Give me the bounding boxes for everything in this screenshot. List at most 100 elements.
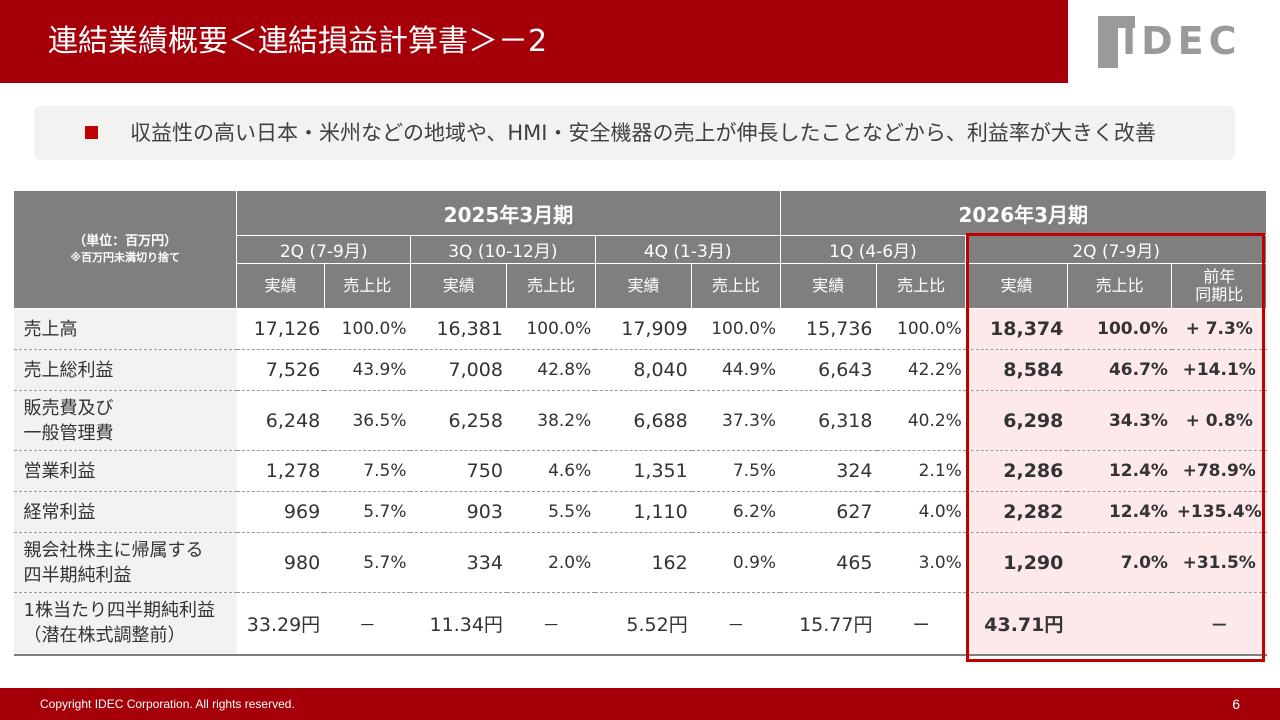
- summary-text: 収益性の高い日本・米州などの地域や、HMI・安全機器の売上が伸長したことなどから…: [130, 121, 1156, 145]
- value-cell: 6,258: [410, 390, 507, 451]
- unit-note: ※百万円未満切り捨て: [70, 250, 181, 264]
- ratio-cell: 43.9%: [324, 349, 411, 391]
- ratio-cell: 4.6%: [506, 450, 596, 492]
- row-label-line1: 親会社株主に帰属する: [23, 539, 204, 561]
- quarter-header: 4Q (1-3月): [594, 235, 781, 264]
- value-cell: 16,381: [410, 308, 507, 350]
- unit-header: （単位：百万円） ※百万円未満切り捨て: [12, 190, 238, 309]
- row-label: 営業利益: [13, 450, 237, 492]
- row-label-line1: 売上総利益: [23, 359, 114, 381]
- quarter-header: 3Q (10-12月): [409, 235, 596, 264]
- ratio-cell: 5.7%: [324, 491, 411, 533]
- ratio-cell: 3.0%: [876, 532, 966, 593]
- ratio-cell: －: [324, 592, 411, 656]
- value-cell: 7,008: [410, 349, 507, 391]
- col-header-yoy: 前年 同期比: [1171, 263, 1267, 309]
- ratio-cell: 40.2%: [876, 390, 966, 451]
- page-number: 6: [1232, 696, 1240, 712]
- yoy-cell: +78.9%: [1171, 450, 1267, 492]
- value-cell: 1,290: [965, 532, 1068, 593]
- yoy-cell: +14.1%: [1171, 349, 1267, 391]
- ratio-cell: 0.9%: [691, 532, 781, 593]
- idec-logo: IDEC: [1098, 16, 1248, 68]
- col-header-ratio: 売上比: [506, 263, 596, 309]
- value-cell: 6,643: [780, 349, 877, 391]
- ratio-cell: 100.0%: [876, 308, 966, 350]
- table-body: 売上高 17,126 100.0% 16,381 100.0% 17,909 100.0% 1…: [13, 308, 1267, 656]
- table-row: 営業利益 1,278 7.5% 750 4.6% 1,351 7.5% 324 2.1% 2,28…: [13, 450, 1267, 492]
- ratio-cell: 44.9%: [691, 349, 781, 391]
- value-cell: 8,040: [595, 349, 692, 391]
- period-header-fy2025: 2025年3月期: [236, 190, 781, 236]
- ratio-cell: 42.8%: [506, 349, 596, 391]
- ratio-cell: 37.3%: [691, 390, 781, 451]
- value-cell: 8,584: [965, 349, 1068, 391]
- table-row: 親会社株主に帰属する 四半期純利益 980 5.7% 334 2.0% 162 0.9% 465…: [13, 532, 1267, 593]
- yoy-cell: －: [1171, 592, 1267, 656]
- value-cell: 903: [410, 491, 507, 533]
- value-cell: 6,298: [965, 390, 1068, 451]
- ratio-cell: 100.0%: [324, 308, 411, 350]
- value-cell: 15,736: [780, 308, 877, 350]
- ratio-cell: 38.2%: [506, 390, 596, 451]
- value-cell: 334: [410, 532, 507, 593]
- row-label-line2: 一般管理費: [23, 422, 114, 444]
- row-label: 売上総利益: [13, 349, 237, 391]
- ratio-cell: 100.0%: [1067, 308, 1172, 350]
- value-cell: 17,126: [236, 308, 325, 350]
- col-header-actual: 実績: [594, 263, 693, 309]
- quarter-header: 1Q (4-6月): [779, 235, 967, 264]
- value-cell: 11.34円: [410, 592, 507, 656]
- summary-box: [34, 106, 1235, 160]
- ratio-cell: 100.0%: [691, 308, 781, 350]
- ratio-cell: 7.5%: [324, 450, 411, 492]
- quarter-header: 2Q (7-9月): [236, 235, 411, 264]
- row-label: 売上高: [13, 308, 237, 350]
- row-label: 経常利益: [13, 491, 237, 533]
- ratio-cell: 36.5%: [324, 390, 411, 451]
- col-header-ratio: 売上比: [323, 263, 411, 309]
- ratio-cell: 5.7%: [324, 532, 411, 593]
- ratio-cell: 7.5%: [691, 450, 781, 492]
- value-cell: 980: [236, 532, 325, 593]
- value-cell: 324: [780, 450, 877, 492]
- unit-label: （単位：百万円）: [73, 233, 178, 249]
- ratio-cell: ー: [876, 592, 966, 656]
- row-label-line2: （潜在株式調整前）: [23, 625, 186, 647]
- value-cell: 43.71円: [965, 592, 1068, 656]
- value-cell: 6,248: [236, 390, 325, 451]
- value-cell: 2,286: [965, 450, 1068, 492]
- value-cell: 162: [595, 532, 692, 593]
- table-row: 売上総利益 7,526 43.9% 7,008 42.8% 8,040 44.9% 6,643…: [13, 349, 1267, 391]
- period-header-fy2026: 2026年3月期: [779, 190, 1268, 236]
- ratio-cell: 12.4%: [1067, 450, 1172, 492]
- value-cell: 627: [780, 491, 877, 533]
- col-header-actual: 実績: [779, 263, 878, 309]
- footer-bar: [0, 688, 1280, 720]
- value-cell: 1,351: [595, 450, 692, 492]
- ratio-cell: 4.0%: [876, 491, 966, 533]
- col-header-actual: 実績: [236, 263, 325, 309]
- value-cell: 969: [236, 491, 325, 533]
- value-cell: 6,318: [780, 390, 877, 451]
- ratio-cell: 100.0%: [506, 308, 596, 350]
- logo-mark-cutout: [1118, 28, 1135, 68]
- col-header-ratio: 売上比: [1066, 263, 1173, 309]
- col-header-actual: 実績: [409, 263, 508, 309]
- row-label-line1: 1株当たり四半期純利益: [23, 600, 215, 622]
- value-cell: 465: [780, 532, 877, 593]
- value-cell: 1,110: [595, 491, 692, 533]
- row-label: 親会社株主に帰属する 四半期純利益: [13, 532, 237, 593]
- row-label: 1株当たり四半期純利益 （潜在株式調整前）: [13, 592, 237, 656]
- quarter-header-current: 2Q (7-9月): [965, 235, 1267, 264]
- ratio-cell: 7.0%: [1067, 532, 1172, 593]
- row-label-line1: 営業利益: [23, 460, 96, 482]
- value-cell: 15.77円: [780, 592, 877, 656]
- table-row: 経常利益 969 5.7% 903 5.5% 1,110 6.2% 627 4.0% 2,282 1…: [13, 491, 1267, 533]
- row-label-line2: 四半期純利益: [23, 564, 132, 586]
- value-cell: 2,282: [965, 491, 1068, 533]
- ratio-cell: 5.5%: [506, 491, 596, 533]
- row-label-line1: 販売費及び: [23, 397, 114, 419]
- bullet-icon: [85, 126, 98, 139]
- yoy-cell: +135.4%: [1171, 491, 1267, 533]
